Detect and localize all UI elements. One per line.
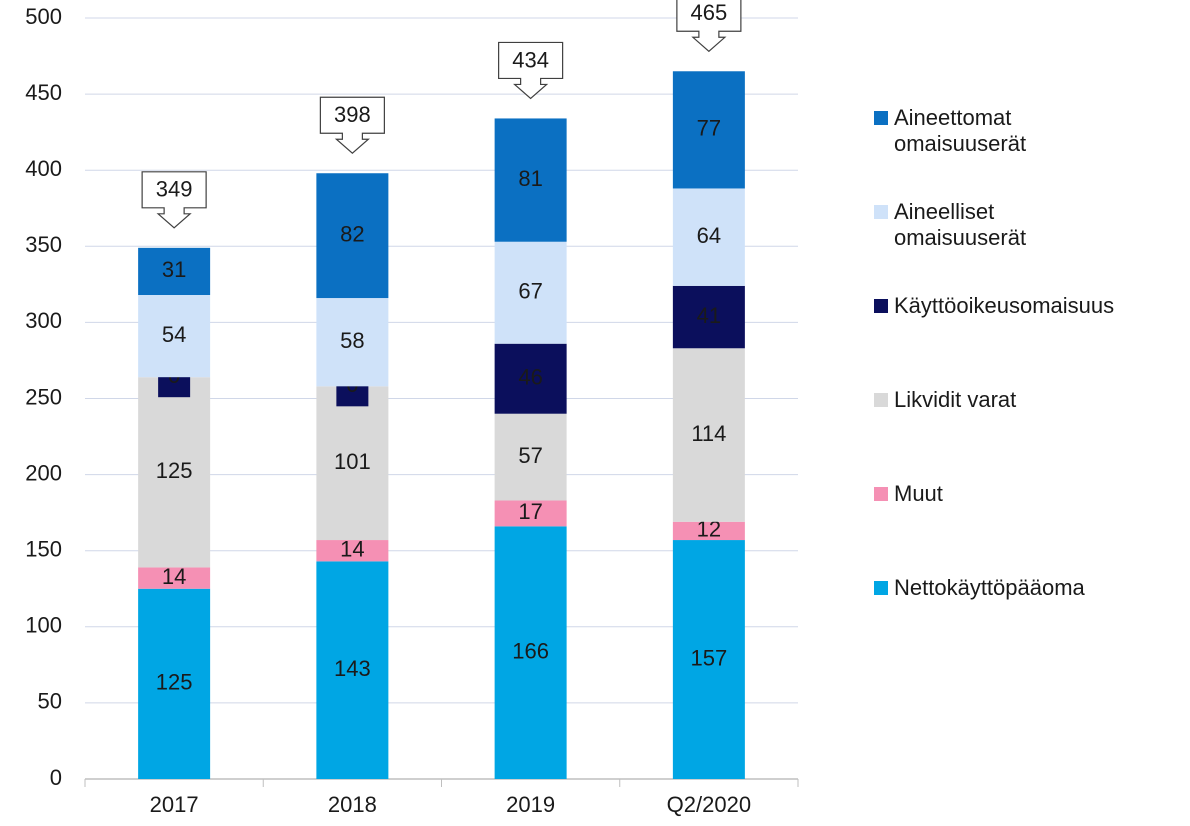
bar-segment [138,377,211,568]
total-label: 349 [156,177,193,202]
bar-segment [672,521,745,541]
bar-segment [316,561,389,779]
bar-segment [494,118,567,242]
data-label: 67 [518,279,542,304]
data-label: 125 [156,458,193,483]
legend-label: Nettokäyttöpääoma [894,575,1085,600]
total-callout [319,96,385,155]
bar-segment [316,386,389,541]
x-tick-label: 2018 [328,792,377,817]
total-callout [498,41,564,100]
bar-segment [672,348,745,522]
legend-item: Nettokäyttöpääoma [872,575,1122,601]
total-label: 465 [691,0,728,25]
bar-segment [138,295,211,378]
legend-swatch [874,299,888,313]
bar-segment [672,285,745,349]
y-tick-label: 100 [25,613,62,638]
x-tick-label: Q2/2020 [667,792,751,817]
data-label: 157 [691,645,728,670]
y-tick-label: 150 [25,537,62,562]
y-tick-label: 50 [38,689,62,714]
bar-segment [494,413,567,501]
bar-segment [316,298,389,387]
data-label: 166 [512,638,549,663]
total-callout [676,0,742,53]
data-label: 46 [518,365,542,390]
bar-segment [316,540,389,562]
data-label: 125 [156,670,193,695]
legend-label: Käyttöoikeusomaisuus [894,293,1115,318]
data-label: 17 [518,499,542,524]
y-tick-label: 500 [25,4,62,29]
y-tick-label: 350 [25,232,62,257]
legend-item: Likvidit varat [872,387,1122,413]
legend-label: Muut [894,481,943,506]
legend-label: Aineelliset omaisuuserät [894,199,1027,250]
total-callout [141,171,207,229]
bar-segment [494,241,567,344]
data-label: 31 [162,257,186,282]
bar-segment [138,247,211,296]
data-label: 58 [340,328,364,353]
y-tick-label: 0 [50,765,62,790]
legend-item: Käyttöoikeusomaisuus [872,293,1122,319]
y-tick-label: 200 [25,460,62,485]
data-label: 114 [691,421,726,446]
legend-item: Aineelliset omaisuuserät [872,199,1122,251]
legend-swatch [874,393,888,407]
bar-segment [138,567,211,589]
data-label: 54 [162,322,186,347]
bar-segment [672,540,745,779]
y-tick-label: 300 [25,308,62,333]
legend-label: Aineettomat omaisuuserät [894,105,1027,156]
legend-swatch [874,205,888,219]
data-label: 82 [340,221,364,246]
bar-segment [316,173,389,299]
data-label: 143 [334,656,371,681]
bar-segment [494,526,567,779]
legend-item: Aineettomat omaisuuserät [872,105,1122,157]
legend-swatch [874,487,888,501]
data-label: 81 [518,166,542,191]
bar-segment [672,188,745,286]
x-tick-label: 2019 [506,792,555,817]
data-label: 57 [518,443,542,468]
bar-segment [494,500,567,527]
total-label: 398 [334,102,371,127]
y-tick-label: 450 [25,80,62,105]
y-tick-label: 400 [25,156,62,181]
total-label: 434 [512,47,549,72]
bar-segment [494,343,567,414]
y-tick-label: 250 [25,384,62,409]
data-label: 14 [340,537,364,562]
data-label: 77 [697,116,721,141]
data-label: 41 [697,303,721,328]
data-label: 14 [162,564,186,589]
legend-swatch [874,581,888,595]
data-label: 101 [334,449,371,474]
legend-swatch [874,111,888,125]
bar-segment [138,588,211,779]
legend-item: Muut [872,481,1122,507]
x-tick-label: 2017 [150,792,199,817]
data-label: 64 [697,223,721,248]
legend-label: Likvidit varat [894,387,1017,412]
bar-segment [672,71,745,189]
